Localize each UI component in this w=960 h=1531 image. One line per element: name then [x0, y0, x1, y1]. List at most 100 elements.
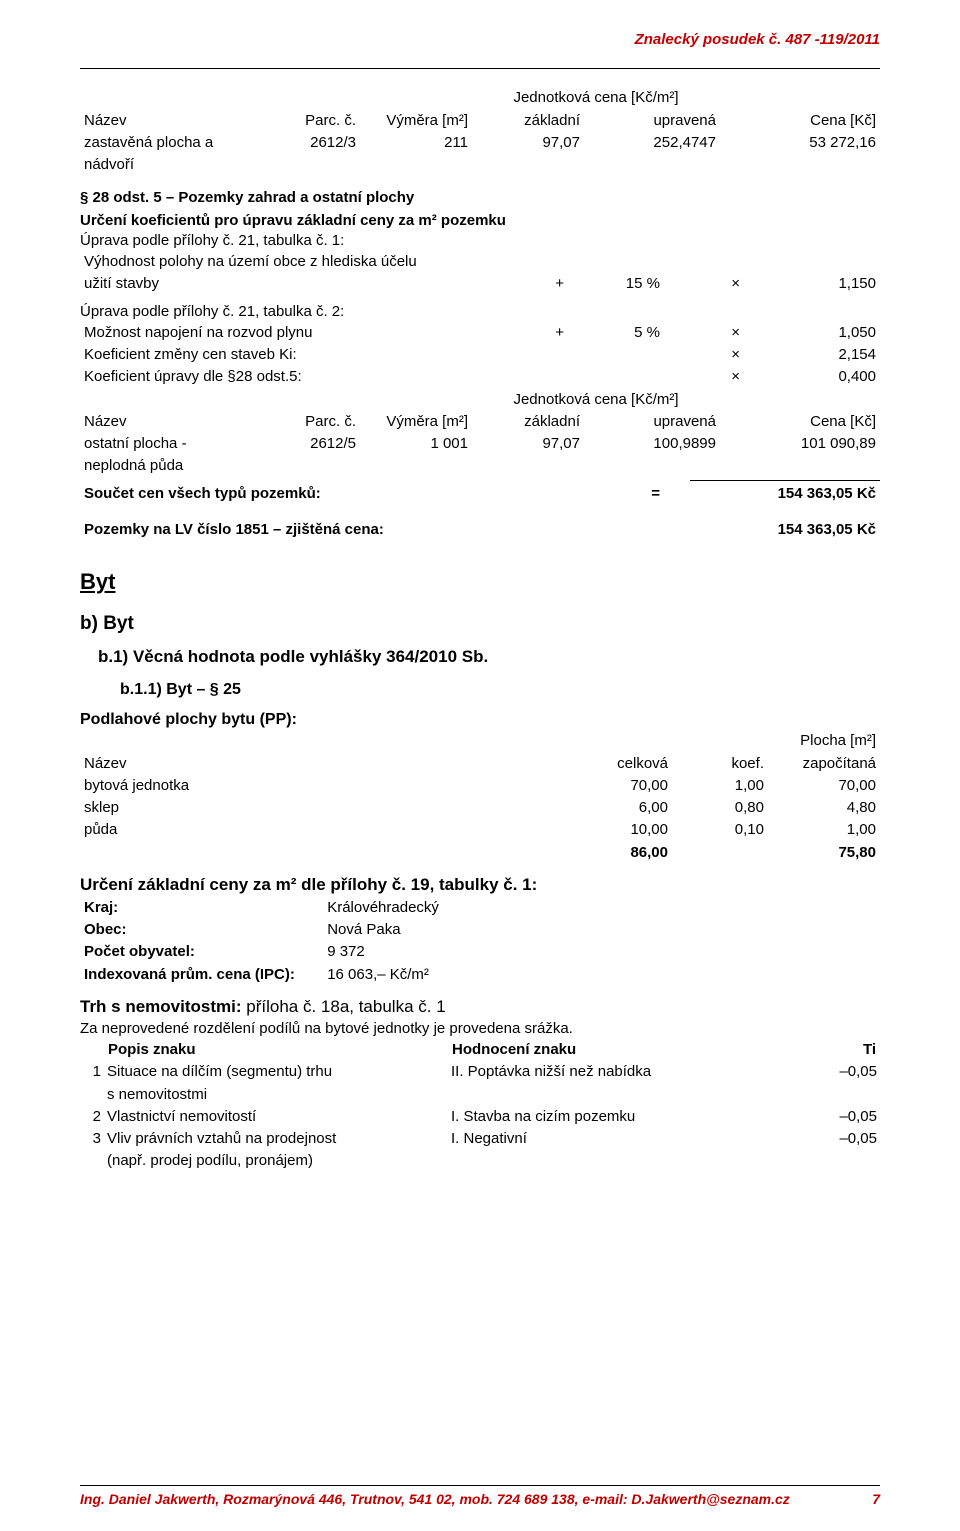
trh-note: Za neprovedené rozdělení podílů na bytov…	[80, 1019, 880, 1039]
ipc-label: Indexovaná prům. cena (IPC):	[80, 964, 323, 986]
table-row: s nemovitostmi	[80, 1084, 880, 1106]
pp-r3-nazev: půda	[80, 819, 560, 841]
sum-label: Součet cen všech typů pozemků:	[80, 483, 600, 505]
table-row: sklep 6,00 0,80 4,80	[80, 797, 880, 819]
adj-line-2-sym: ×	[664, 273, 744, 295]
adj-line-2-op: +	[504, 273, 568, 295]
table-row: 2 Vlastnictví nemovitostí I. Stavba na c…	[80, 1106, 880, 1128]
pp-unit: Plocha [m²]	[672, 730, 880, 752]
row2-vymera: 1 001	[360, 433, 472, 455]
row2-cena: 101 090,89	[720, 433, 880, 455]
trh-col-popis: Popis znaku	[104, 1039, 448, 1061]
pp-r2-nazev: sklep	[80, 797, 560, 819]
adj-line-4-sym: ×	[664, 322, 744, 344]
row2-nazev1: ostatní plocha -	[80, 433, 264, 455]
trh-r1-hod: II. Poptávka nižší než nabídka	[448, 1061, 800, 1083]
row2-upravena: 100,9899	[584, 433, 720, 455]
pp-col-celkova: celková	[560, 753, 672, 775]
pp-r1-cel: 70,00	[560, 775, 672, 797]
pp-r1-zap: 70,00	[768, 775, 880, 797]
col-cena: Cena [Kč]	[720, 110, 880, 132]
pp-r2-cel: 6,00	[560, 797, 672, 819]
pp-col-nazev: Název	[80, 753, 560, 775]
adj-line-5-sym: ×	[664, 344, 744, 366]
col-vymera: Výměra [m²]	[360, 110, 472, 132]
pp-r1-nazev: bytová jednotka	[80, 775, 560, 797]
row1-vymera: 211	[360, 132, 472, 154]
trh-r3-n: 3	[80, 1128, 104, 1150]
sum-divider	[690, 480, 880, 481]
lv-label: Pozemky na LV číslo 1851 – zjištěná cena…	[80, 519, 664, 541]
byt-subheading-b: b) Byt	[80, 611, 880, 637]
obec-label: Obec:	[80, 919, 323, 941]
trh-title-bold: Trh s nemovitostmi:	[80, 997, 242, 1016]
row1-upravena: 252,4747	[584, 132, 720, 154]
table-row: (např. prodej podílu, pronájem)	[80, 1150, 880, 1172]
table-row: zastavěná plocha a 2612/3 211 97,07 252,…	[80, 132, 880, 154]
trh-title: Trh s nemovitostmi: příloha č. 18a, tabu…	[80, 996, 880, 1019]
col-zakladni: základní	[472, 110, 584, 132]
urceni-title: Určení základní ceny za m² dle přílohy č…	[80, 874, 880, 897]
sum-eq: =	[600, 483, 664, 505]
unit-price-header-2: Jednotková cena [Kč/m²]	[472, 389, 720, 411]
trh-r2-hod: I. Stavba na cizím pozemku	[448, 1106, 800, 1128]
col2-parc: Parc. č.	[264, 411, 360, 433]
table-row: ostatní plocha - 2612/5 1 001 97,07 100,…	[80, 433, 880, 455]
lv-value: 154 363,05 Kč	[664, 519, 880, 541]
pp-sum-cel: 86,00	[560, 842, 672, 864]
footer-divider	[80, 1485, 880, 1486]
pocet-value: 9 372	[323, 941, 720, 963]
adj-line-2: Výhodnost polohy na území obce z hledisk…	[80, 251, 504, 273]
col2-zakladni: základní	[472, 411, 584, 433]
pp-r3-zap: 1,00	[768, 819, 880, 841]
adj-line-5-val: 2,154	[744, 344, 880, 366]
trh-r3-popis2: (např. prodej podílu, pronájem)	[104, 1150, 448, 1172]
pp-r2-zap: 4,80	[768, 797, 880, 819]
pp-col-zap: započítaná	[768, 753, 880, 775]
col-nazev: Název	[80, 110, 264, 132]
pocet-label: Počet obyvatel:	[80, 941, 323, 963]
page-number: 7	[872, 1490, 880, 1509]
col2-vymera: Výměra [m²]	[360, 411, 472, 433]
table-row: bytová jednotka 70,00 1,00 70,00	[80, 775, 880, 797]
page: Znalecký posudek č. 487 -119/2011 Jednot…	[0, 0, 960, 1531]
trh-table: Popis znaku Hodnocení znaku Ti 1 Situace…	[80, 1039, 880, 1173]
col2-nazev: Název	[80, 411, 264, 433]
obec-value: Nová Paka	[323, 919, 720, 941]
trh-col-ti: Ti	[800, 1039, 880, 1061]
row2-nazev2: neplodná půda	[80, 455, 264, 477]
unit-price-table-2: Jednotková cena [Kč/m²] Název Parc. č. V…	[80, 389, 880, 478]
sum-value: 154 363,05 Kč	[664, 483, 880, 505]
col-parc: Parc. č.	[264, 110, 360, 132]
col2-cena: Cena [Kč]	[720, 411, 880, 433]
adj-line-4-pct: 5 %	[568, 322, 664, 344]
header-divider	[80, 68, 880, 69]
byt-heading: Byt	[80, 567, 880, 597]
trh-r1-popis2: s nemovitostmi	[104, 1084, 448, 1106]
adjustment-table-1: Výhodnost polohy na území obce z hledisk…	[80, 251, 880, 296]
adj-line-4-val: 1,050	[744, 322, 880, 344]
pp-title: Podlahové plochy bytu (PP):	[80, 709, 880, 731]
adj-line-2b: užití stavby	[80, 273, 504, 295]
trh-r1-ti: –0,05	[800, 1061, 880, 1083]
adj-line-2-pct: 15 %	[568, 273, 664, 295]
table-row: 1 Situace na dílčím (segmentu) trhu II. …	[80, 1061, 880, 1083]
pp-r3-koef: 0,10	[672, 819, 768, 841]
trh-r2-ti: –0,05	[800, 1106, 880, 1128]
pp-sum-zap: 75,80	[768, 842, 880, 864]
row1-cena: 53 272,16	[720, 132, 880, 154]
footer-text: Ing. Daniel Jakwerth, Rozmarýnová 446, T…	[80, 1490, 790, 1509]
byt-subheading-b1: b.1) Věcná hodnota podle vyhlášky 364/20…	[80, 646, 880, 669]
trh-r3-popis: Vliv právních vztahů na prodejnost	[104, 1128, 448, 1150]
adj-line-5: Koeficient změny cen staveb Ki:	[80, 344, 504, 366]
row1-nazev1: zastavěná plocha a	[80, 132, 264, 154]
pp-table: Plocha [m²] Název celková koef. započíta…	[80, 730, 880, 864]
col2-upravena: upravená	[584, 411, 720, 433]
pp-col-koef: koef.	[672, 753, 768, 775]
kraj-label: Kraj:	[80, 897, 323, 919]
adjustment-table-2: Možnost napojení na rozvod plynu + 5 % ×…	[80, 322, 880, 389]
table-row: půda 10,00 0,10 1,00	[80, 819, 880, 841]
trh-col-hodnoceni: Hodnocení znaku	[448, 1039, 800, 1061]
adj-line-4: Možnost napojení na rozvod plynu	[80, 322, 504, 344]
adj-line-6-sym: ×	[664, 366, 744, 388]
